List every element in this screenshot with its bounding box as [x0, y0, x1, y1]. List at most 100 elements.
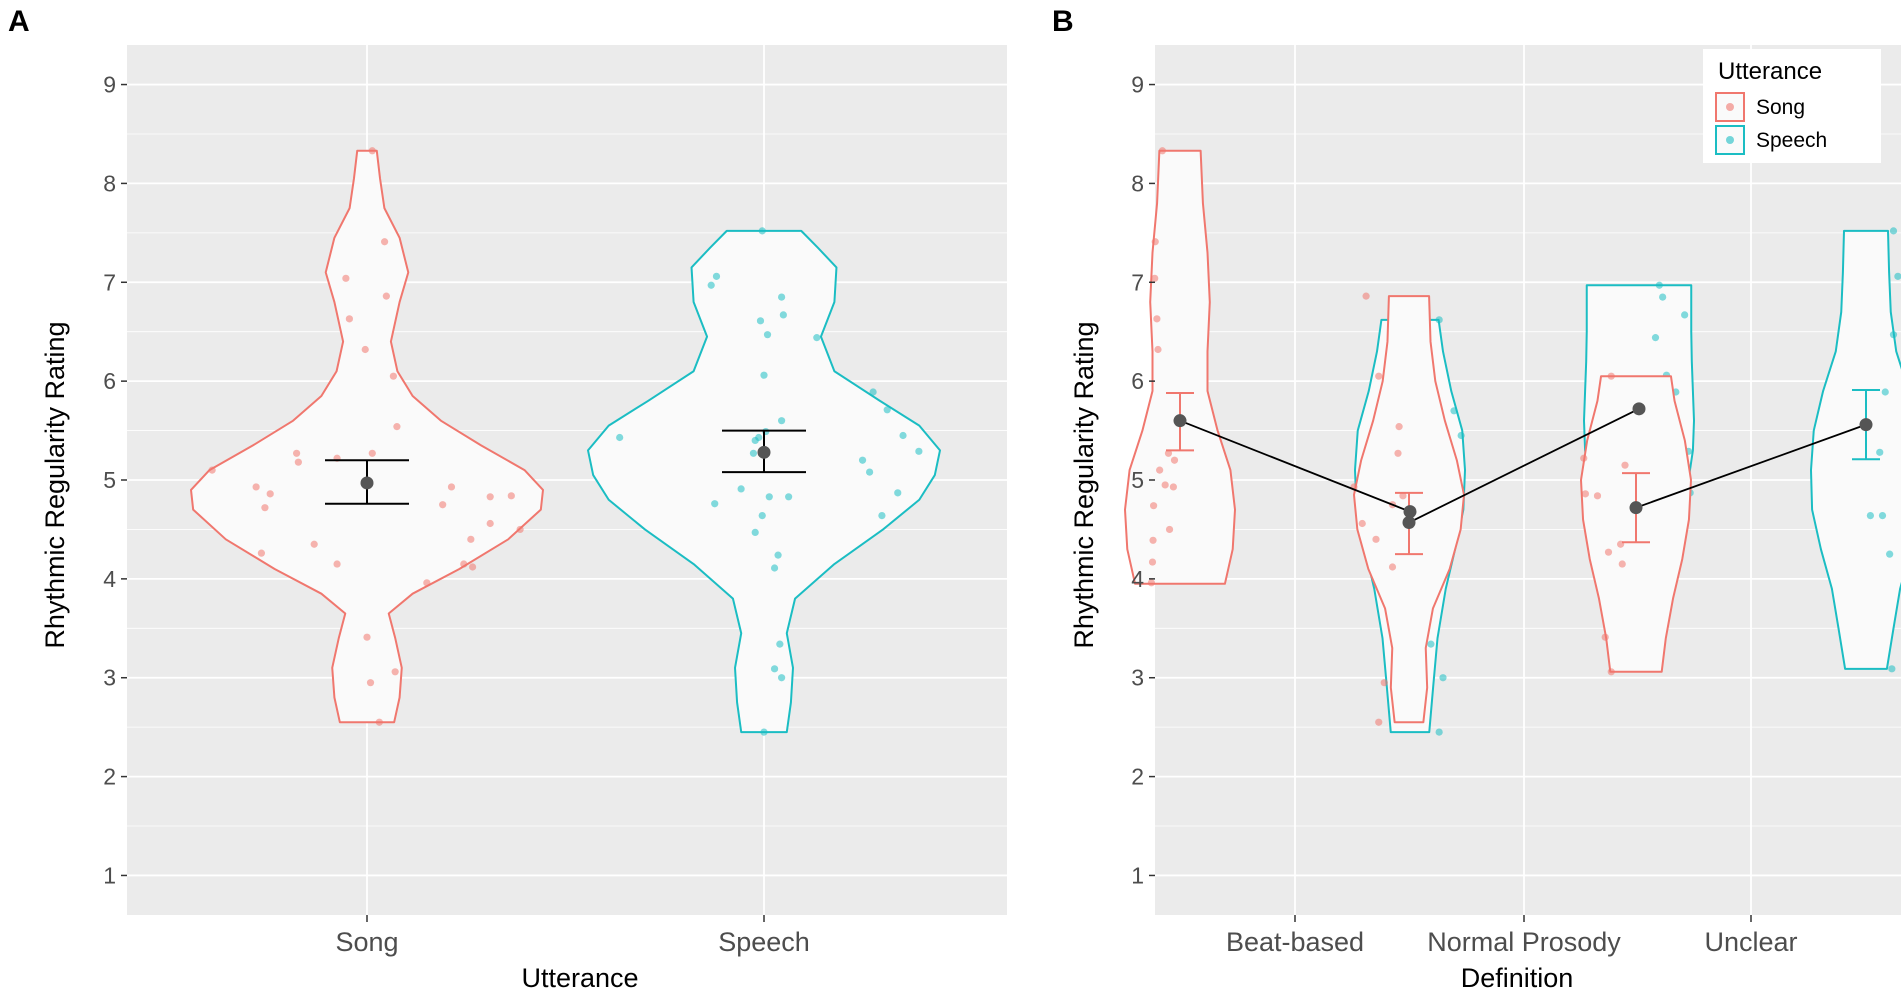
- data-point: [813, 334, 821, 342]
- data-point: [375, 718, 383, 726]
- panel-a-axis-ticks: 1 2 3 4 5 6 7 8 9 Song Speech: [103, 72, 810, 957]
- panel-b-x-tick-label-unclear: Unclear: [1704, 927, 1797, 957]
- data-point: [1362, 292, 1370, 300]
- data-point: [1651, 334, 1660, 342]
- data-point: [252, 483, 260, 491]
- panel-b: B 1 2 3 4 5 6 7 8 9 Beat-based Normal Prosody Uncle…: [1052, 5, 1901, 993]
- data-point: [1607, 668, 1615, 676]
- data-point: [770, 665, 779, 673]
- panel-b-mean-point-beat-based-speech: [1403, 505, 1417, 519]
- data-point: [776, 640, 784, 648]
- data-point: [760, 371, 768, 379]
- data-point: [778, 674, 786, 682]
- data-point: [261, 504, 269, 512]
- panel-a-y-tick-label: 3: [103, 665, 116, 691]
- legend-dot-speech: [1726, 136, 1734, 144]
- data-point: [778, 293, 786, 301]
- panel-a-y-tick-label: 5: [103, 467, 116, 493]
- panel-a-violins: [190, 147, 941, 736]
- data-point: [778, 417, 786, 425]
- data-point: [774, 551, 782, 559]
- legend-title: Utterance: [1718, 58, 1822, 85]
- panel-b-mean-connector-unclear: [1635, 423, 1867, 509]
- data-point: [333, 560, 341, 568]
- legend-entry-song: Song: [1715, 92, 1805, 122]
- data-point: [368, 147, 376, 155]
- data-point: [1427, 640, 1435, 648]
- data-point: [310, 540, 318, 548]
- panel-b-x-tick-label-beat-based: Beat-based: [1226, 927, 1364, 957]
- data-point: [1878, 511, 1887, 520]
- data-point: [293, 449, 301, 457]
- data-point: [1148, 558, 1157, 566]
- data-point: [342, 274, 350, 282]
- data-point: [1161, 481, 1169, 489]
- panel-a-y-axis-title: Rhythmic Regularity Rating: [40, 321, 70, 648]
- legend: Utterance Song Speech: [1703, 49, 1881, 163]
- data-point: [758, 227, 766, 235]
- data-point: [1457, 431, 1465, 440]
- data-point: [779, 311, 787, 319]
- panel-b-x-tick-label-normal-prosody: Normal Prosody: [1427, 927, 1621, 957]
- panel-b-x-axis-title: Definition: [1461, 963, 1574, 993]
- data-point: [1169, 483, 1177, 491]
- panel-a-violin-speech-speech: [587, 227, 941, 736]
- panel-a-y-tick-label: 6: [103, 368, 116, 394]
- panel-b-mean-point-normal-prosody-speech: [1632, 402, 1646, 416]
- data-point: [1158, 147, 1166, 155]
- panel-a-x-tick-label-song: Song: [335, 927, 398, 957]
- panel-b-axis-ticks: 1 2 3 4 5 6 7 8 9 Beat-based Normal Prosody Unclear: [1131, 72, 1797, 957]
- data-point: [712, 272, 721, 280]
- data-point: [751, 528, 759, 536]
- data-point: [883, 406, 891, 414]
- panel-b-y-tick-label: 3: [1131, 665, 1144, 691]
- legend-label-song: Song: [1756, 96, 1805, 119]
- data-point: [1147, 579, 1155, 587]
- data-point: [1889, 331, 1898, 339]
- panel-b-y-tick-label: 5: [1131, 467, 1144, 493]
- panel-a-letter: A: [8, 5, 30, 38]
- panel-b-mean-point-normal-prosody-song: [1402, 516, 1416, 530]
- panel-a-y-tick-label: 1: [103, 862, 116, 888]
- panel-a-y-tick-label: 7: [103, 269, 116, 295]
- data-point: [257, 549, 265, 557]
- panel-b-y-axis-title: Rhythmic Regularity Rating: [1069, 321, 1099, 648]
- data-point: [1149, 536, 1157, 544]
- data-point: [858, 456, 867, 464]
- panel-a-mean-point-speech-speech: [757, 445, 771, 459]
- data-point: [366, 679, 375, 687]
- data-point: [869, 388, 877, 396]
- panel-b-y-tick-label: 4: [1131, 566, 1144, 592]
- data-point: [878, 511, 886, 520]
- data-point: [763, 331, 772, 339]
- legend-dot-song: [1726, 103, 1734, 111]
- data-point: [1372, 535, 1380, 543]
- panel-b-y-tick-label: 9: [1131, 72, 1144, 98]
- data-point: [361, 345, 369, 354]
- panel-a-y-tick-label: 4: [103, 566, 116, 592]
- data-point: [294, 458, 302, 466]
- data-point: [1399, 492, 1407, 500]
- data-point: [368, 449, 376, 457]
- data-point: [899, 431, 907, 440]
- data-point: [467, 535, 475, 543]
- panel-a-y-tick-label: 8: [103, 170, 116, 196]
- panel-b-mean-point-unclear-speech: [1859, 418, 1873, 432]
- data-point: [382, 292, 390, 300]
- data-point: [1593, 492, 1602, 500]
- data-point: [760, 728, 768, 736]
- data-point: [1886, 550, 1894, 558]
- data-point: [439, 501, 447, 509]
- data-point: [785, 493, 793, 501]
- data-point: [1866, 511, 1874, 520]
- data-point: [1681, 311, 1689, 319]
- data-point: [1170, 456, 1179, 464]
- data-point: [1150, 502, 1158, 510]
- data-point: [1394, 449, 1402, 457]
- data-point: [1151, 274, 1159, 282]
- data-point: [1151, 238, 1159, 246]
- data-point: [1156, 466, 1164, 474]
- data-point: [1450, 407, 1458, 415]
- data-point: [1388, 563, 1397, 571]
- data-point: [1601, 633, 1609, 641]
